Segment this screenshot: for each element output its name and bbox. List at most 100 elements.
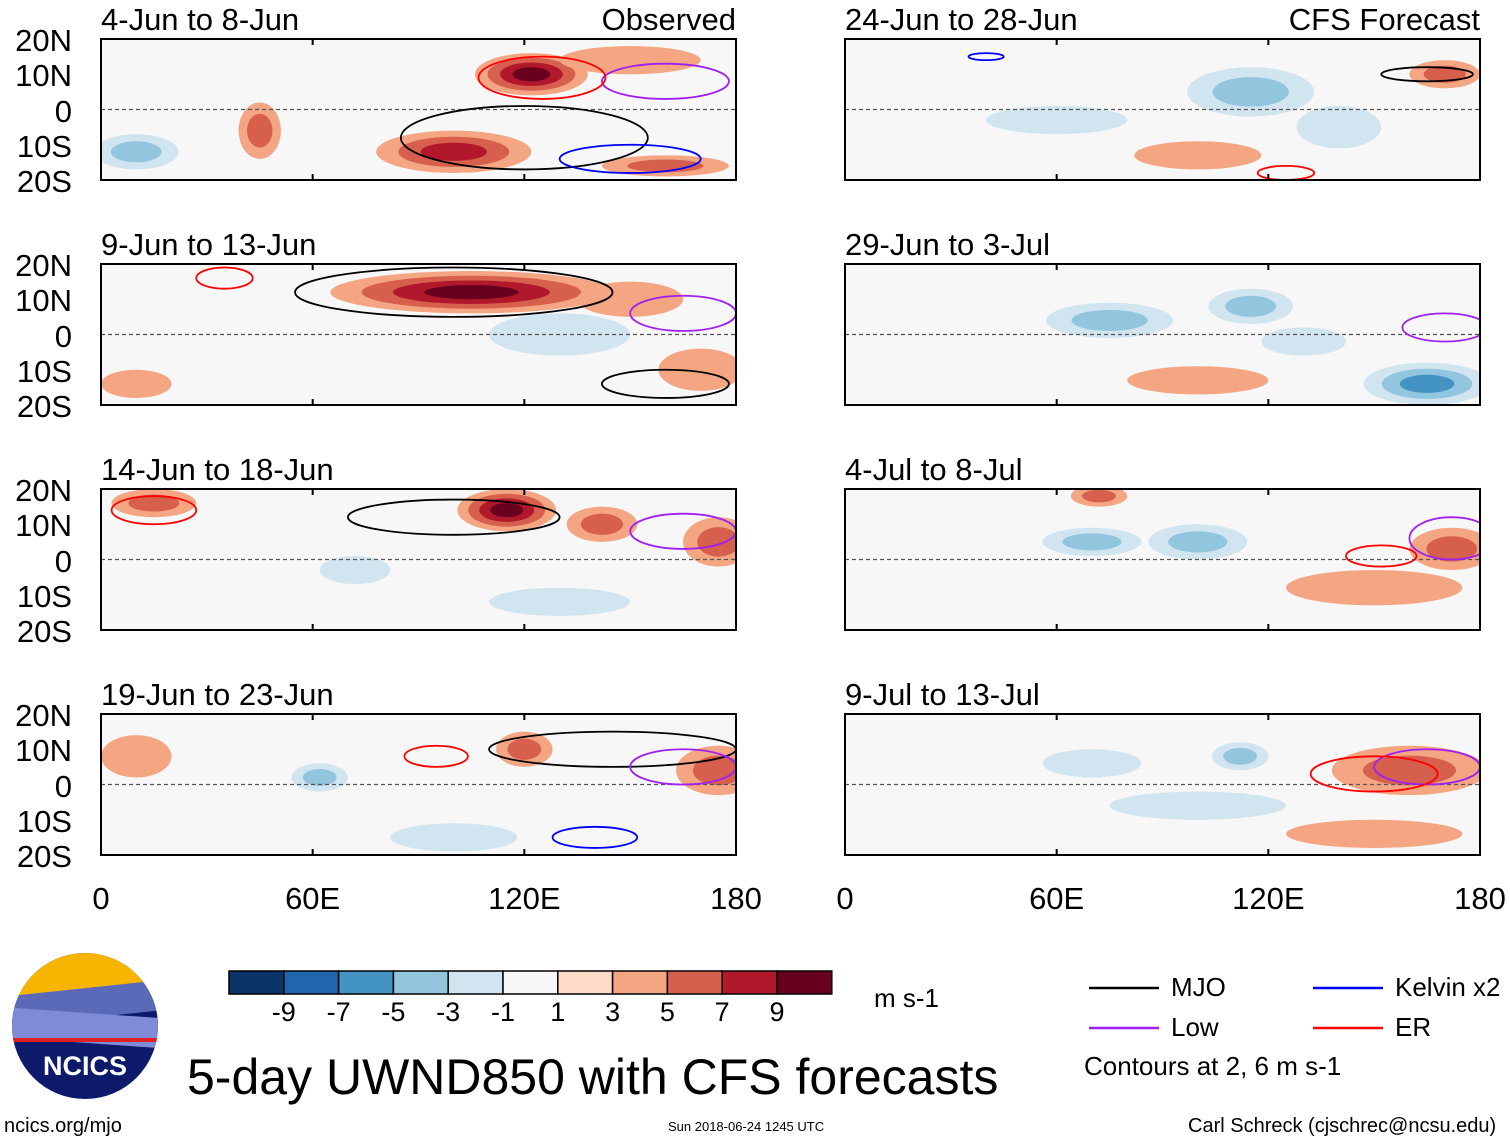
wind-anomaly-blob (1127, 366, 1269, 395)
wind-anomaly-blob (1399, 374, 1455, 393)
panel-frame (100, 488, 737, 631)
lat-tick-label: 0 (54, 93, 72, 129)
wind-anomaly-blob (1042, 749, 1142, 778)
wind-anomaly-blob (247, 113, 273, 148)
panel-frame (844, 713, 1481, 856)
wind-anomaly-blob (302, 768, 337, 786)
wave-contour (294, 266, 614, 318)
logo: NCICS (12, 953, 158, 1099)
lon-tick-label: 120E (1232, 881, 1305, 916)
lat-tick-label: 0 (54, 318, 72, 354)
wind-anomaly-blob (1223, 747, 1258, 765)
wind-anomaly-blob (1285, 570, 1463, 606)
wind-anomaly-blob (1062, 533, 1122, 551)
wind-anomaly-blob (424, 285, 519, 300)
lat-tick-label: 10S (16, 353, 72, 389)
wind-anomaly-blob (110, 141, 162, 163)
wave-contour (347, 498, 561, 536)
colorbar-label: -1 (490, 997, 516, 1027)
lon-tick-label: 60E (1029, 881, 1085, 916)
lat-tick-label: 10N (15, 508, 72, 544)
lat-tick-label: 20N (15, 473, 72, 508)
lat-tick-label: 20S (16, 164, 72, 199)
wave-contour (551, 825, 639, 849)
lon-tick-label: 60E (285, 881, 341, 916)
wind-anomaly-blob (1261, 327, 1346, 356)
lat-tick-label: 10S (16, 128, 72, 164)
colorbar-swatch (666, 970, 723, 995)
wind-anomaly-blob (580, 513, 624, 535)
colorbar-label: -5 (381, 997, 406, 1027)
map-panel (100, 263, 737, 406)
lat-tick-label: 20S (16, 839, 72, 874)
lat-tick-label: 20S (16, 614, 72, 649)
colorbar-swatch (228, 970, 285, 995)
panel-title: 9-Jun to 13-Jun (101, 227, 317, 262)
wind-anomaly-blob (319, 555, 391, 585)
wave-contour (1408, 516, 1480, 561)
wave-contour (1380, 66, 1474, 83)
lat-tick-label: 0 (54, 543, 72, 579)
lat-tick-label: 20N (15, 23, 72, 58)
lat-tick-label: 20N (15, 698, 72, 733)
colorbar-swatch (283, 970, 340, 995)
wind-anomaly-blob (658, 348, 736, 391)
colorbar-swatch (611, 970, 669, 995)
wind-anomaly-blob (1071, 309, 1148, 331)
wave-contour (110, 495, 198, 526)
wind-anomaly-blob (627, 159, 704, 173)
colorbar-swatch (502, 970, 559, 995)
wind-anomaly-blob (490, 503, 524, 518)
colorbar-label: 7 (714, 997, 730, 1027)
wind-anomaly-blob (1082, 489, 1116, 503)
wave-contour (477, 55, 607, 100)
timestamp: Sun 2018-06-24 1245 UTC (668, 1119, 825, 1134)
colorbar-label: 9 (769, 997, 785, 1027)
panel-tag: Observed (601, 2, 736, 37)
legend-label: ER (1395, 1012, 1432, 1042)
wind-anomaly-blob (986, 105, 1128, 135)
wind-anomaly-blob (1109, 791, 1286, 820)
wave-contour (601, 368, 730, 399)
figure-title: 5-day UWND850 with CFS forecasts (187, 1049, 999, 1105)
wave-contour (399, 105, 649, 171)
wind-anomaly-blob (420, 142, 488, 161)
wind-anomaly-blob (697, 527, 736, 557)
panel-frame (844, 263, 1481, 406)
credit: Carl Schreck (cjschrec@ncsu.edu) (1188, 1115, 1497, 1137)
wind-anomaly-blob (512, 67, 551, 82)
legend-label: Kelvin x2 (1395, 972, 1501, 1002)
wind-anomaly-blob (507, 738, 542, 760)
contour-note: Contours at 2, 6 m s-1 (1084, 1051, 1342, 1081)
lat-tick-label: 10S (16, 578, 72, 614)
wave-contour (967, 52, 1005, 62)
colorbar-label: 1 (550, 997, 566, 1027)
colorbar-swatch (557, 970, 614, 995)
wind-anomaly-blob (128, 494, 180, 512)
wave-contour (601, 62, 730, 100)
map-panel (844, 713, 1481, 856)
logo-text: NCICS (42, 1051, 127, 1081)
wave-contour (403, 744, 469, 768)
lon-tick-label: 0 (836, 881, 854, 916)
wind-anomaly-blob (577, 281, 684, 317)
lat-tick-label: 20N (15, 248, 72, 283)
lat-tick-label: 10N (15, 283, 72, 319)
panel-tag: CFS Forecast (1288, 2, 1480, 37)
site-url[interactable]: ncics.org/mjo (4, 1115, 122, 1137)
lon-tick-label: 180 (1454, 881, 1506, 916)
wind-anomaly-blob (1426, 536, 1478, 562)
colorbar-label: -9 (271, 997, 296, 1027)
lat-tick-label: 10N (15, 58, 72, 94)
panel-frame (844, 38, 1481, 181)
colorbar-swatch (776, 970, 833, 995)
colorbar-units: m s-1 (874, 983, 939, 1013)
panel-title: 4-Jul to 8-Jul (845, 452, 1023, 487)
colorbar-label: 3 (605, 997, 621, 1027)
wind-anomaly-blob (1168, 531, 1228, 553)
map-panel (100, 38, 737, 181)
wind-anomaly-blob (559, 46, 701, 75)
wind-anomaly-blob (1296, 105, 1382, 149)
lon-tick-label: 120E (488, 881, 561, 916)
